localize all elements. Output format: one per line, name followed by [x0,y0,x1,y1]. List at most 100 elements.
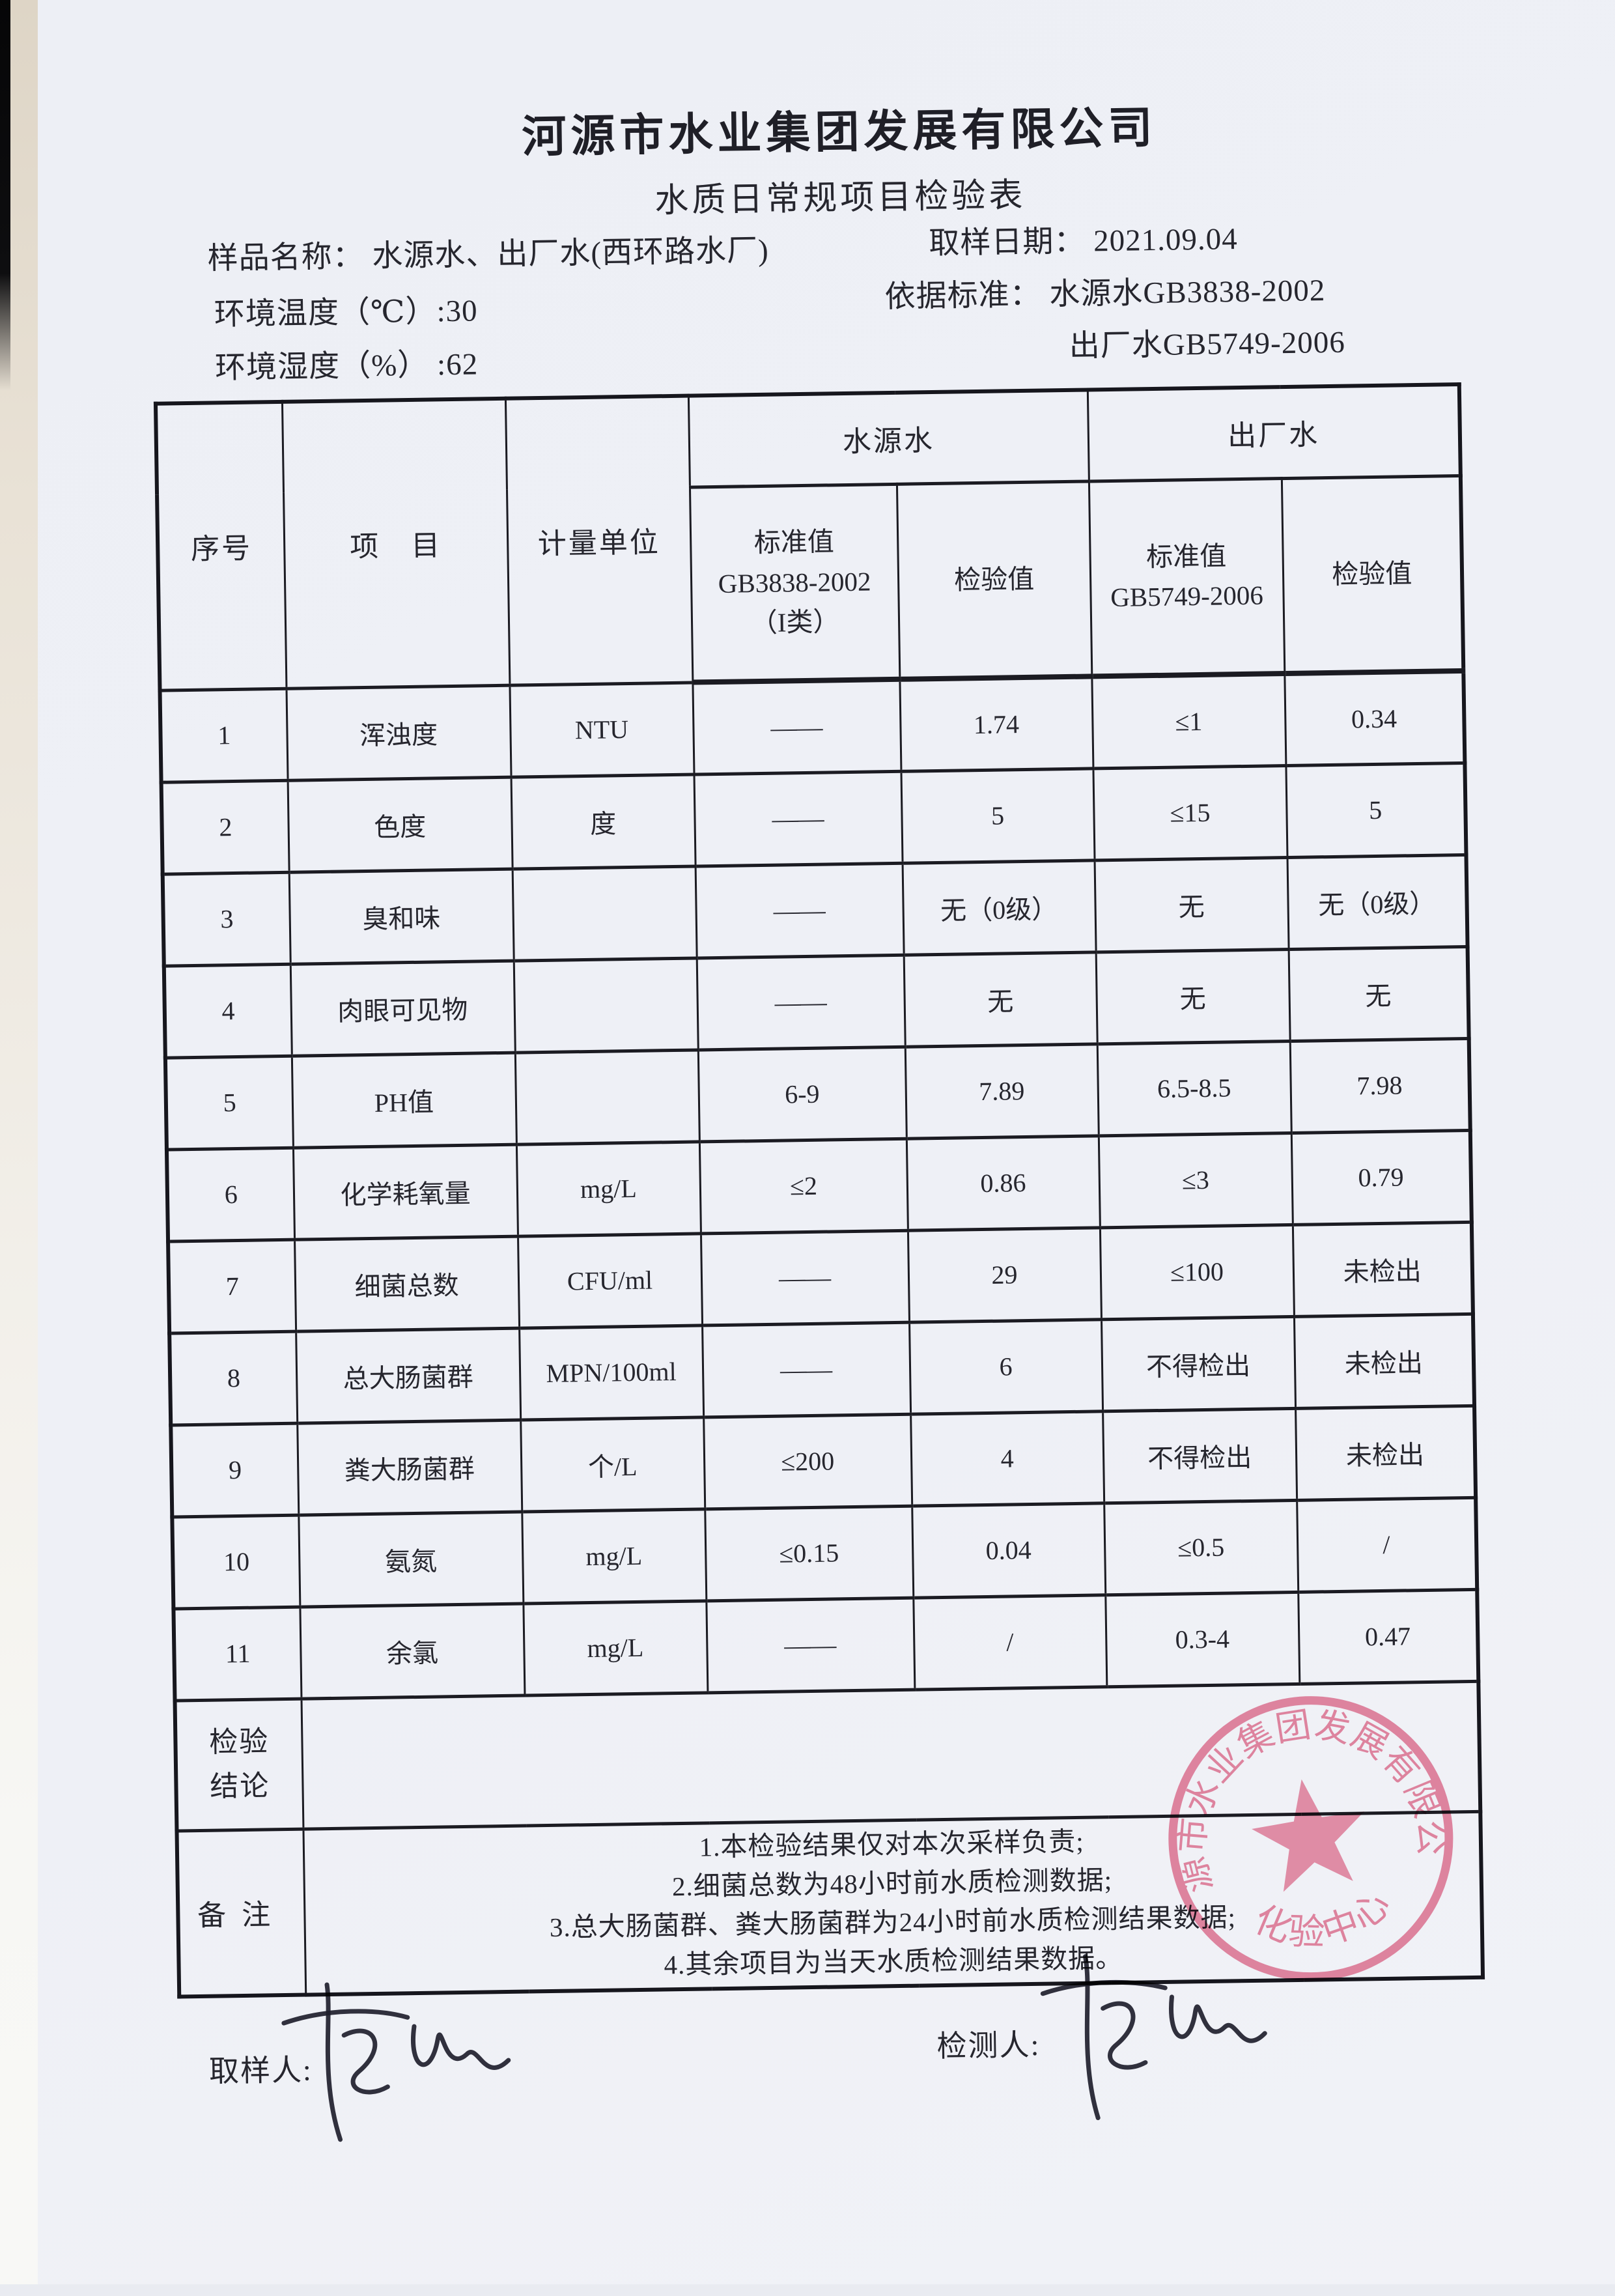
cell-val-tap: 7.98 [1289,1038,1470,1133]
cell-item: 色度 [287,776,513,872]
cell-item: 余氯 [300,1603,525,1699]
header-no: 序号 [155,401,287,690]
env-temperature: 环境温度（℃）:30 [214,294,478,332]
cell-unit [512,866,697,961]
table-body: 1 浑浊度 NTU —— 1.74 ≤1 0.34 2 色度度 —— 5 ≤15 5 3 臭和味 —— 无（0级… [160,670,1479,1701]
standard-basis-tap: 出厂水GB5749-2006 [1069,325,1346,363]
header-std-tap: 标准值 GB5749-2006 [1088,478,1285,677]
cell-std-tap: ≤15 [1093,765,1287,860]
cell-std-tap: 0.3-4 [1105,1591,1300,1687]
cell-val-source: 4 [910,1411,1104,1506]
cell-std-tap: ≤0.5 [1104,1499,1299,1595]
cell-val-source: 29 [907,1227,1101,1322]
cell-val-tap: / [1297,1497,1478,1592]
cell-val-source: 0.86 [906,1135,1100,1230]
cell-unit: NTU [509,682,694,777]
page-title: 水质日常规项目检验表 [654,177,1026,220]
remarks-label-cell: 备注 [176,1828,306,1997]
scan-edge-shadow [0,0,10,391]
cell-std-tap: 不得检出 [1102,1408,1297,1503]
cell-std-source: —— [702,1322,911,1417]
cell-std-tap: 不得检出 [1101,1316,1296,1411]
svg-text:化验中心: 化验中心 [1243,1878,1405,1964]
cell-unit: 个/L [520,1417,705,1512]
cell-unit: MPN/100ml [519,1325,704,1420]
cell-unit: CFU/ml [517,1233,703,1328]
cell-item: 总大肠菌群 [296,1327,521,1423]
header-std-source-line3: （I类） [750,606,840,638]
cell-std-tap: 无 [1094,857,1289,952]
cell-std-tap: ≤1 [1091,673,1286,769]
cell-val-tap: 5 [1285,762,1467,858]
cell-val-source: 无（0级） [902,860,1096,955]
cell-std-source: —— [694,771,903,866]
cell-unit: mg/L [522,1509,707,1604]
cell-val-source: 7.89 [905,1043,1099,1139]
standard-basis-source: 依据标准： 水源水GB3838-2002 [884,274,1326,315]
cell-std-tap: ≤100 [1099,1224,1294,1320]
cell-val-tap: 无 [1288,946,1469,1041]
cell-std-tap: ≤3 [1098,1132,1293,1228]
cell-std-source: ≤2 [699,1138,908,1234]
cell-no: 3 [162,872,290,966]
cell-val-tap: 未检出 [1292,1221,1473,1316]
cell-std-source: ≤0.15 [705,1505,914,1601]
cell-val-source: 5 [901,768,1095,863]
cell-std-source: ≤200 [703,1413,912,1509]
cell-val-tap: 0.34 [1284,670,1465,766]
cell-item: PH值 [291,1052,516,1148]
cell-item: 臭和味 [288,868,514,964]
header-unit: 计量单位 [505,395,693,685]
stamp-ring [1168,1696,1454,1981]
cell-item: 细菌总数 [294,1236,520,1331]
cell-no: 10 [172,1514,300,1609]
cell-no: 7 [168,1239,296,1333]
cell-std-source: —— [696,954,905,1050]
cell-item: 肉眼可见物 [290,960,515,1056]
sample-name: 样品名称： 水源水、出厂水(西环路水厂) [207,233,770,276]
cell-no: 6 [166,1147,295,1241]
cell-std-source: —— [700,1230,910,1325]
header-item: 项 目 [281,398,510,688]
cell-no: 9 [171,1423,299,1517]
cell-val-tap: 未检出 [1293,1313,1475,1408]
cell-val-tap: 0.47 [1298,1589,1479,1684]
company-name: 河源市水业集团发展有限公司 [521,102,1157,162]
header-val-source: 检验值 [896,481,1092,679]
cell-val-tap: 未检出 [1295,1405,1476,1500]
cell-no: 1 [160,688,288,782]
cell-std-source: 6-9 [697,1046,906,1142]
header-std-source-line2: GB3838-2002 [718,565,871,599]
cell-val-source: 0.04 [912,1503,1106,1598]
cell-unit [513,957,698,1053]
cell-item: 化学耗氧量 [292,1144,518,1240]
header-std-source: 标准值 GB3838-2002 （I类） [689,483,900,683]
stamp-center-text: 化验中心 [1243,1878,1405,1964]
header-val-tap: 检验值 [1281,475,1464,674]
cell-std-tap: 6.5-8.5 [1097,1040,1291,1136]
cell-item: 氨氮 [298,1511,524,1607]
remarks-label: 备注 [197,1899,287,1933]
sampler-signature [281,1982,511,2142]
cell-no: 8 [169,1331,298,1425]
conclusion-label-line1: 检验 [208,1725,270,1759]
cell-val-source: 无 [903,952,1097,1047]
env-humidity: 环境湿度（%） :62 [214,347,479,386]
header-std-source-line1: 标准值 [753,526,835,558]
cell-val-source: 1.74 [899,676,1093,771]
header-group-source-water: 水源水 [688,390,1089,487]
header-group-tap-water: 出厂水 [1087,384,1461,481]
cell-unit [514,1049,699,1144]
cell-item: 浑浊度 [286,685,511,780]
cell-val-tap: 无（0级） [1287,854,1468,950]
header-std-tap-line1: 标准值 [1145,541,1227,572]
cell-std-source: —— [695,862,904,958]
conclusion-label: 检验 结论 [175,1698,303,1831]
cell-no: 4 [163,963,292,1058]
cell-unit: mg/L [523,1600,708,1695]
cell-std-tap: 无 [1095,949,1290,1044]
cell-no: 11 [173,1606,302,1701]
cell-item: 粪大肠菌群 [297,1419,522,1515]
